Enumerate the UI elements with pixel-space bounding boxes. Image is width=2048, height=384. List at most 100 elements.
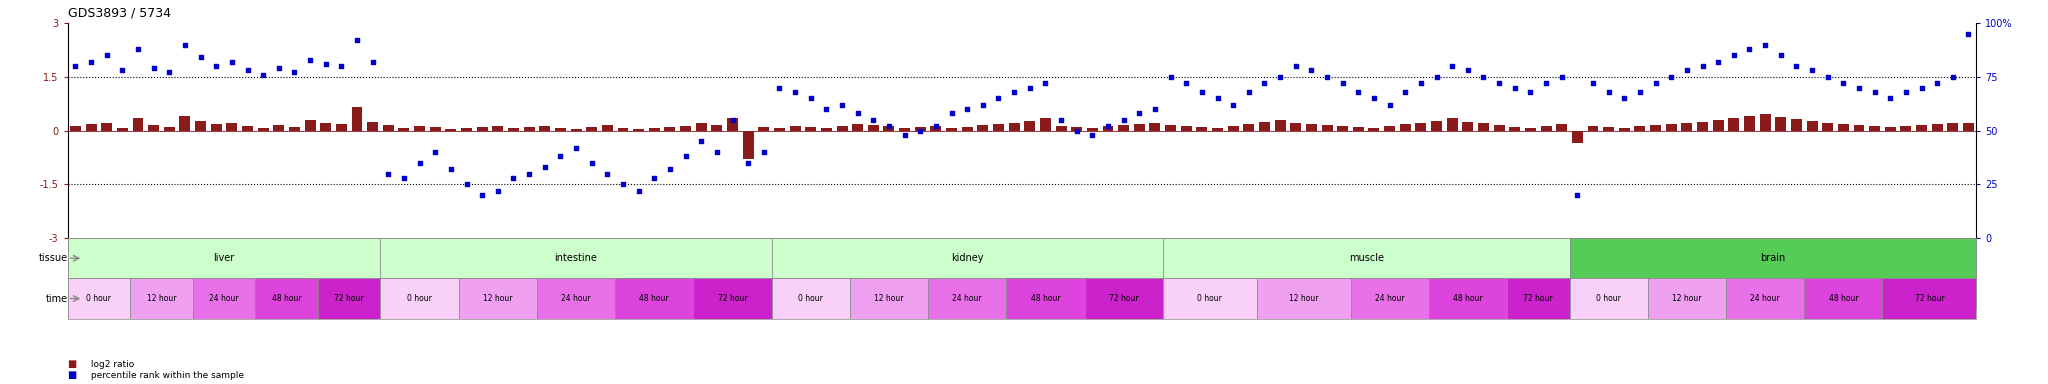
Text: GSM603533: GSM603533 [745,240,752,266]
Bar [1851,238,1868,309]
Point [1233,89,1266,95]
Bar [727,118,737,131]
Bar [1712,120,1724,131]
Text: percentile rank within the sample: percentile rank within the sample [88,371,244,380]
Point [465,192,498,198]
Point [1624,89,1657,95]
Text: brain: brain [1761,253,1786,263]
Bar [1929,238,1946,309]
Point [1483,80,1516,86]
Bar [1069,238,1085,309]
Bar [1868,238,1882,309]
Text: GSM603516: GSM603516 [479,240,485,266]
Text: 0 hour: 0 hour [799,294,823,303]
Text: muscle: muscle [1350,253,1384,263]
Bar [193,238,209,309]
Bar [1274,120,1286,131]
Bar [993,124,1004,131]
Point [137,65,170,71]
Text: ■: ■ [68,370,78,380]
Point [1702,59,1735,65]
Bar [98,238,115,309]
Bar [1006,278,1085,319]
Bar [1901,126,1911,131]
Bar [1305,238,1319,309]
Text: GSM603517: GSM603517 [496,240,500,266]
Text: GSM603609: GSM603609 [1935,240,1939,266]
Point [731,160,764,166]
Bar [633,129,645,131]
Bar [84,238,98,309]
Bar [1446,118,1458,131]
Point [1718,52,1751,58]
Bar [242,126,254,131]
Bar [1632,238,1649,309]
Bar [459,278,537,319]
Bar [1634,126,1645,131]
Point [637,175,670,181]
Bar [899,128,909,131]
Text: GSM603555: GSM603555 [1090,240,1096,266]
Text: GSM603608: GSM603608 [1919,240,1923,266]
Text: GSM603584: GSM603584 [1544,240,1548,266]
Bar [1479,123,1489,131]
Point [326,63,358,69]
Bar [1413,238,1430,309]
Point [684,138,717,144]
Bar [915,127,926,131]
Text: GSM603541: GSM603541 [870,240,877,266]
Bar [1350,238,1366,309]
Bar [1354,127,1364,131]
Text: 24 hour: 24 hour [952,294,981,303]
Bar [1135,124,1145,131]
Point [889,132,922,138]
Point [420,149,453,155]
Bar [1415,122,1425,131]
Bar [1507,278,1569,319]
Bar [383,125,393,131]
Text: GSM603495: GSM603495 [152,240,156,266]
Text: 72 hour: 72 hour [1524,294,1552,303]
Bar [303,238,317,309]
Point [1765,52,1798,58]
Bar [743,131,754,159]
Bar [334,238,350,309]
Bar [133,118,143,131]
Point [653,166,686,172]
Text: 12 hour: 12 hour [483,294,512,303]
Text: GSM603513: GSM603513 [432,240,438,266]
Text: GSM603599: GSM603599 [1778,240,1784,266]
Point [293,56,326,63]
Bar [223,238,240,309]
Text: GSM603514: GSM603514 [449,240,453,266]
Bar [86,124,96,131]
Point [215,59,248,65]
Point [1122,110,1155,116]
Bar [1898,238,1913,309]
Bar [649,128,659,131]
Text: GSM603522: GSM603522 [573,240,578,266]
Bar [350,238,365,309]
Point [1452,67,1485,73]
Bar [1964,122,1974,131]
Point [778,89,811,95]
Bar [305,120,315,131]
Point [403,160,436,166]
Point [1466,74,1499,80]
Text: GSM603530: GSM603530 [698,240,705,266]
Bar [1507,238,1522,309]
Bar [1430,238,1444,309]
Point [1513,89,1546,95]
Bar [1257,238,1272,309]
Point [700,149,733,155]
Bar [117,128,127,131]
Point [592,170,625,177]
Bar [131,238,145,309]
Text: GSM603507: GSM603507 [338,240,344,266]
Bar [913,238,928,309]
Bar [399,128,410,131]
Text: GSM603499: GSM603499 [213,240,219,266]
Point [528,164,561,170]
Bar [1788,238,1804,309]
Text: intestine: intestine [555,253,598,263]
